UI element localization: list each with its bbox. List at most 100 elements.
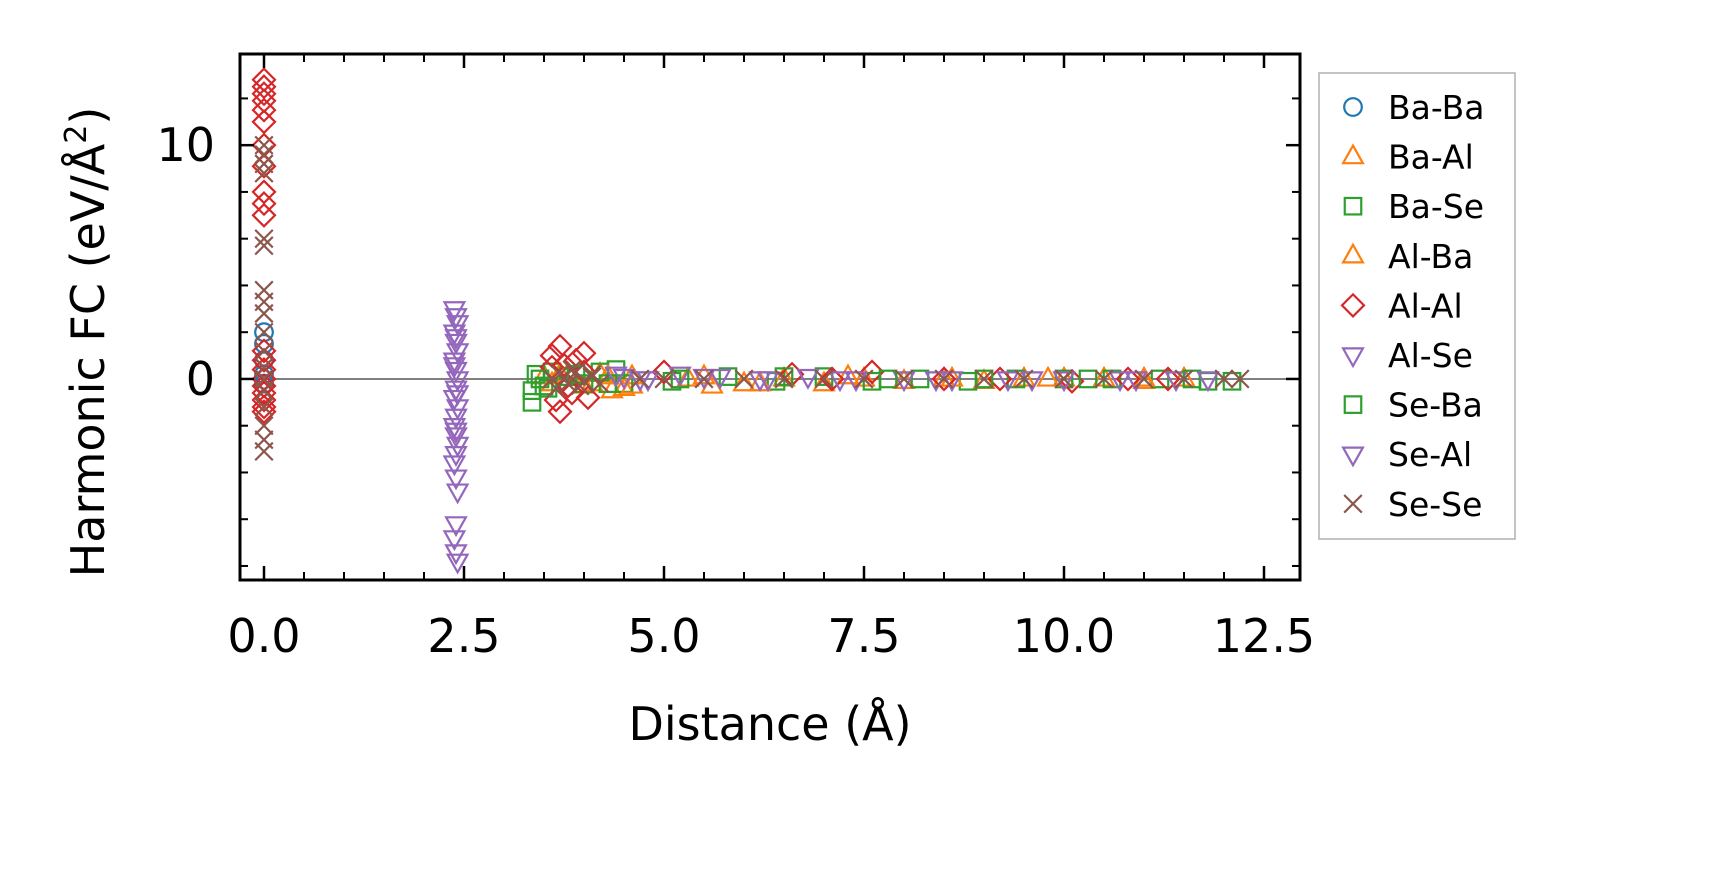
- data-point: [251, 81, 277, 107]
- legend-item: Al-Al: [1340, 286, 1463, 325]
- data-point: [668, 366, 692, 388]
- data-point: [444, 516, 468, 538]
- data-point: [894, 369, 914, 389]
- data-point: [974, 369, 994, 389]
- x-tick-label: 12.5: [1213, 609, 1315, 663]
- x-axis-label: Distance (Å): [628, 697, 911, 751]
- data-point: [254, 236, 274, 256]
- x-tick-label: 7.5: [827, 609, 900, 663]
- y-tick-label: 0: [186, 352, 215, 406]
- data-point: [254, 333, 274, 354]
- data-point: [910, 369, 930, 389]
- data-point: [442, 530, 467, 552]
- data-point: [559, 380, 585, 406]
- data-point: [1155, 366, 1181, 392]
- data-point: [774, 369, 794, 389]
- legend-label: Se-Al: [1388, 435, 1472, 474]
- data-point: [251, 338, 277, 364]
- data-point: [854, 369, 874, 389]
- legend-label: Ba-Al: [1388, 138, 1474, 177]
- data-point: [254, 397, 274, 417]
- data-point: [251, 191, 277, 217]
- data-point: [444, 422, 468, 444]
- data-point: [254, 441, 274, 461]
- data-point: [444, 329, 468, 351]
- data-point: [1115, 366, 1141, 392]
- data-point: [1134, 369, 1154, 389]
- legend-marker: [1341, 143, 1365, 165]
- data-point: [1054, 369, 1074, 389]
- data-point: [444, 469, 468, 491]
- data-point: [1222, 371, 1242, 391]
- x-tick-label: 2.5: [427, 609, 500, 663]
- data-point: [1132, 365, 1156, 387]
- legend-marker: [1341, 242, 1365, 264]
- data-point: [558, 374, 578, 394]
- data-point: [522, 392, 542, 412]
- legend-item: Al-Se: [1341, 336, 1473, 375]
- data-point: [1196, 371, 1220, 393]
- axes-frame: [238, 52, 1302, 582]
- legend-label: Se-Ba: [1388, 386, 1483, 425]
- data-point: [445, 553, 470, 575]
- legend-label: Al-Se: [1388, 336, 1473, 375]
- series-al-se: [442, 301, 1188, 575]
- data-point: [654, 369, 674, 389]
- legend: Ba-Ba Ba-Al Ba-Se Al-Ba Al-Al Al-Se Se-Ba Se-Al…: [1318, 72, 1516, 540]
- data-point: [819, 366, 845, 392]
- data-point: [670, 369, 690, 389]
- data-point: [254, 163, 274, 183]
- data-point: [254, 381, 274, 401]
- legend-label: Se-Se: [1388, 485, 1482, 524]
- data-point: [251, 399, 277, 425]
- data-point: [251, 97, 277, 123]
- ticks-layer: 0.0 2.5 5.0 7.5 10.0 12.5 0 10: [156, 54, 1315, 663]
- data-point: [251, 380, 277, 406]
- data-point: [547, 399, 573, 425]
- data-point: [836, 363, 860, 385]
- data-point: [630, 369, 650, 389]
- data-point: [734, 369, 754, 389]
- x-tick-label: 10.0: [1013, 609, 1115, 663]
- x-tick-label: 5.0: [627, 609, 700, 663]
- data-point: [444, 308, 468, 330]
- data-point: [562, 360, 582, 380]
- data-point: [708, 368, 732, 390]
- data-point: [254, 416, 274, 436]
- data-point: [251, 394, 277, 420]
- data-point: [931, 366, 957, 392]
- data-point: [251, 202, 277, 228]
- y-axis-label-superscript: 2: [59, 125, 94, 144]
- data-point: [1214, 369, 1234, 389]
- data-point: [1052, 371, 1076, 393]
- data-point: [548, 361, 572, 382]
- data-point: [878, 369, 898, 389]
- data-point: [934, 369, 954, 389]
- data-point: [796, 368, 820, 390]
- legend-label: Al-Al: [1388, 286, 1463, 325]
- data-point: [254, 229, 274, 249]
- legend-marker: [1340, 292, 1366, 318]
- y-axis-label-main: Harmonic FC (eV/Å: [61, 143, 115, 577]
- y-tick-label: 10: [156, 118, 215, 172]
- data-point: [612, 375, 636, 397]
- data-point: [1108, 371, 1132, 393]
- data-point: [546, 378, 566, 398]
- legend-label: Ba-Se: [1388, 187, 1484, 226]
- legend-item: Ba-Se: [1343, 187, 1484, 226]
- legend-item: Se-Al: [1341, 435, 1472, 474]
- plot-area: [251, 67, 1250, 575]
- data-point: [445, 385, 470, 407]
- legend-marker: [1341, 446, 1365, 468]
- data-point: [582, 364, 602, 384]
- series-se-se: [254, 135, 1250, 461]
- data-point: [604, 366, 628, 388]
- data-point: [974, 369, 994, 389]
- data-point: [1174, 369, 1194, 389]
- y-axis-label: Harmonic FC (eV/Å2): [59, 107, 115, 578]
- data-point: [859, 359, 885, 385]
- data-point: [694, 369, 714, 389]
- legend-item: Se-Ba: [1343, 386, 1483, 425]
- legend-item: Se-Se: [1343, 485, 1482, 524]
